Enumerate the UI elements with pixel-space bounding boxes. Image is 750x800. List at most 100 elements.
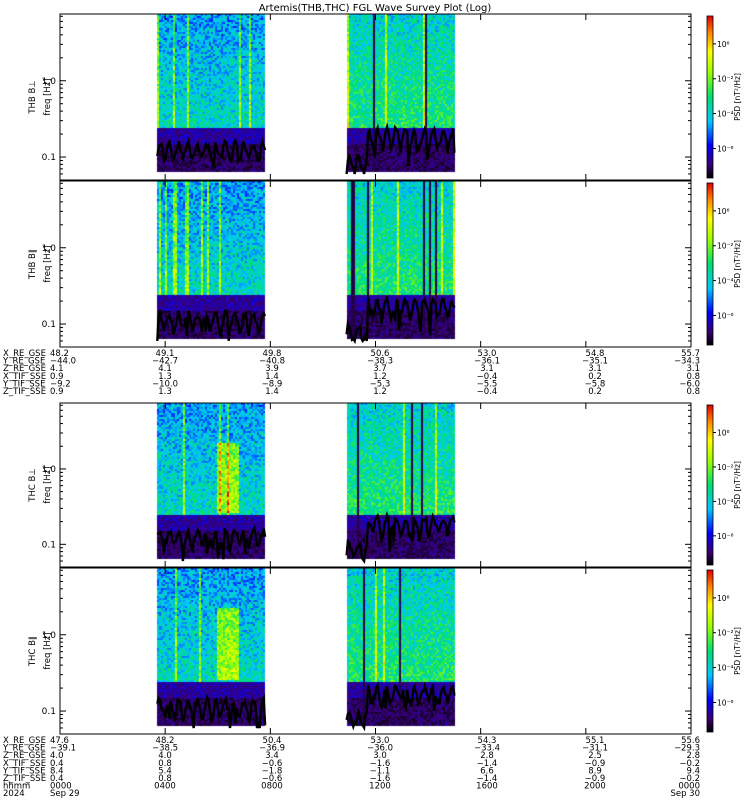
ephemeris-value: 4.1 — [158, 364, 172, 374]
ephemeris-label: X_RE_GSE — [3, 736, 46, 746]
y-tick-label: 0.1 — [42, 540, 56, 550]
y-label-probe: THC B∥ — [28, 636, 38, 667]
ephemeris-value: −9.2 — [50, 379, 71, 389]
ephemeris-value: −5.8 — [585, 379, 606, 389]
fce-line-thc-bperp-0 — [156, 524, 267, 562]
colorbar-tick-label: 10⁻⁴ — [717, 497, 734, 506]
ephemeris-value: 3.9 — [265, 364, 279, 374]
panel-thb-bperp: 0.1 1.0 THB B⊥ freq [Hz] 10⁶ 10⁻² 10⁻⁴ 10⁻⁶ PSD … — [28, 13, 742, 181]
y-label-probe: THB B⊥ — [28, 80, 38, 114]
ephemeris-value: −39.1 — [50, 744, 76, 754]
colorbar-label: PSD [nT²/Hz] — [733, 461, 742, 509]
colorbar-tick-label: 10⁻⁶ — [717, 311, 734, 320]
ephemeris-value: −38.5 — [152, 744, 178, 754]
ephemeris-value: 1.2 — [373, 387, 387, 397]
ephemeris-value: 49.1 — [156, 349, 175, 359]
fce-line-thb-bpar-1 — [345, 296, 456, 345]
ephemeris-value: −0.9 — [585, 774, 606, 784]
colorbar-tick-label: 10⁻⁴ — [717, 277, 734, 286]
ephemeris-value: 1600 — [476, 782, 498, 792]
ephemeris-value: 6.6 — [480, 766, 494, 776]
ephemeris-value: Sep 30 — [670, 789, 700, 799]
ephemeris-value: −36.1 — [474, 357, 500, 367]
ephemeris-value: 1.3 — [158, 387, 172, 397]
ephemeris-value: 55.7 — [681, 349, 700, 359]
ephemeris-thc: X_RE_GSE 47.6 48.2 50.4 53.0 54.3 55.1 55.6 Y_RE… — [2, 736, 700, 799]
ephemeris-value: 2.8 — [480, 751, 494, 761]
ephemeris-value: −0.6 — [262, 774, 283, 784]
ephemeris-value: 54.3 — [478, 736, 497, 746]
colorbar-tick-label: 10⁻⁶ — [717, 144, 734, 153]
ephemeris-value: 4.0 — [158, 751, 172, 761]
y-tick-label: 1.0 — [42, 244, 57, 254]
ephemeris-value: 0.8 — [158, 759, 172, 769]
colorbar-thb-bperp — [706, 15, 714, 179]
ephemeris-value: 2.8 — [686, 751, 700, 761]
colorbar-thc-bpar — [706, 569, 714, 733]
ephemeris-value: −1.8 — [262, 766, 283, 776]
ephemeris-value: 0.9 — [50, 387, 64, 397]
y-tick-label: 0.1 — [42, 707, 56, 717]
ephemeris-value: −38.3 — [367, 357, 393, 367]
ephemeris-value: 1.4 — [265, 372, 279, 382]
ephemeris-value: 53.0 — [371, 736, 390, 746]
panels: 0.1 1.0 THB B⊥ freq [Hz] 10⁶ 10⁻² 10⁻⁴ 10⁻⁶ PSD … — [28, 13, 742, 735]
colorbar-tick-label: 10⁶ — [717, 40, 730, 49]
ephemeris-value: −0.4 — [477, 372, 498, 382]
ephemeris-label: Y_TIF_SSE — [2, 379, 45, 389]
spectrogram-thc-bperp — [60, 403, 691, 567]
ephemeris-value: 1.3 — [158, 372, 172, 382]
ephemeris-value: −1.6 — [370, 759, 391, 769]
y-tick-label: 1.0 — [42, 631, 57, 641]
ephemeris-label: Z_TIF_SSE — [3, 774, 46, 784]
ephemeris-value: 0.4 — [50, 774, 64, 784]
ephemeris-value: 0000 — [50, 782, 72, 792]
ephemeris-value: −36.9 — [259, 744, 285, 754]
ephemeris-value: 48.2 — [50, 349, 69, 359]
ephemeris-value: −44.0 — [50, 357, 76, 367]
ephemeris-value: 9.4 — [686, 766, 700, 776]
ephemeris-value: 1.4 — [265, 387, 279, 397]
fce-line-thb-bperp-0 — [156, 136, 267, 167]
colorbar-tick-label: 10⁻² — [717, 242, 734, 251]
ephemeris-value: −0.4 — [477, 387, 498, 397]
ephemeris-value: 0.8 — [686, 372, 700, 382]
ephemeris-value: 3.0 — [373, 751, 387, 761]
ephemeris-value: −1.4 — [477, 774, 498, 784]
colorbar-thb-bpar — [706, 182, 714, 346]
ephemeris-value: −6.0 — [679, 379, 700, 389]
y-label-probe: THB B∥ — [28, 249, 38, 280]
chart-title: Artemis(THB,THC) FGL Wave Survey Plot (L… — [259, 3, 492, 14]
ephemeris-value: 0800 — [261, 782, 283, 792]
ephemeris-label: X_RE_GSE — [3, 349, 46, 359]
ephemeris-label: Z_TIF_SSE — [3, 387, 46, 397]
panel-thc-bpar: 0.1 1.0 THC B∥ freq [Hz] 10⁶ 10⁻² 10⁻⁴ 10⁻⁶ PSD … — [28, 567, 742, 735]
ephemeris-label: hhmm — [3, 782, 30, 792]
ephemeris-value: 53.0 — [478, 349, 497, 359]
colorbar-tick-label: 10⁻⁶ — [717, 532, 734, 541]
fce-line-thc-bpar-1 — [345, 681, 456, 732]
colorbar-label: PSD [nT²/Hz] — [733, 240, 742, 288]
ephemeris-value: 47.6 — [50, 736, 69, 746]
ephemeris-value: 4.1 — [50, 364, 64, 374]
colorbar-tick-label: 10⁻⁴ — [717, 110, 734, 119]
colorbar-label: PSD [nT²/Hz] — [733, 627, 742, 675]
ephemeris-value: 0.4 — [50, 759, 64, 769]
spectrogram-thb-bpar — [60, 181, 691, 347]
y-label-freq: freq [Hz] — [43, 466, 53, 503]
y-tick-label: 0.1 — [42, 153, 56, 163]
ephemeris-value: −8.9 — [262, 379, 283, 389]
ephemeris-value: 50.6 — [371, 349, 390, 359]
y-label-freq: freq [Hz] — [43, 78, 53, 115]
colorbar-tick-label: 10⁶ — [717, 594, 730, 603]
panel-thc-bperp: 0.1 1.0 THC B⊥ freq [Hz] 10⁶ 10⁻² 10⁻⁴ 10⁻⁶ PSD … — [28, 402, 742, 568]
fce-line-thb-bpar-0 — [156, 309, 267, 342]
ephemeris-value: 55.1 — [586, 736, 605, 746]
ephemeris-label: X_TIF_SSE — [3, 759, 46, 769]
ephemeris-value: 2.5 — [588, 751, 602, 761]
ephemeris-value: −0.2 — [679, 774, 700, 784]
ephemeris-value: 8.9 — [588, 766, 602, 776]
ephemeris-label: X_TIF_SSE — [3, 372, 46, 382]
ephemeris-value: 55.6 — [681, 736, 700, 746]
